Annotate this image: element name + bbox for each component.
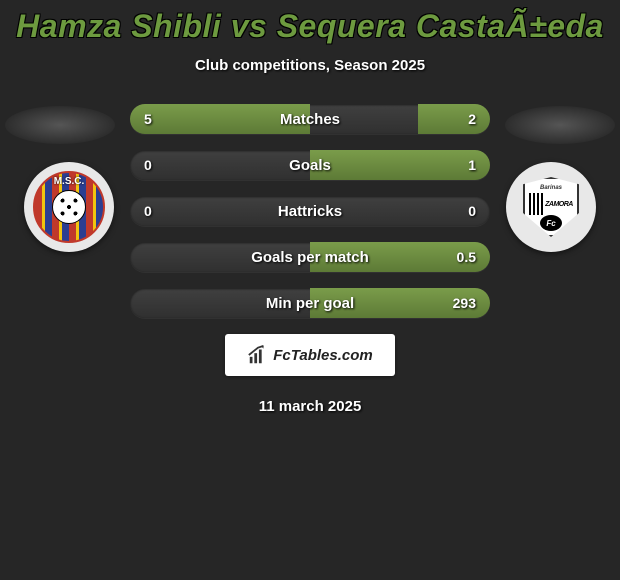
footer-date: 11 march 2025 — [0, 398, 620, 415]
stat-label: Matches — [280, 111, 340, 128]
stat-label: Hattricks — [278, 203, 342, 220]
branding-box: FcTables.com — [225, 334, 395, 376]
shield-icon: Barinas ZAMORA Fc — [523, 177, 579, 237]
subtitle: Club competitions, Season 2025 — [0, 57, 620, 74]
stat-value-right: 1 — [468, 157, 476, 173]
msc-badge: M.S.C. — [33, 171, 105, 243]
stat-value-right: 0.5 — [457, 249, 476, 265]
zamora-badge: Barinas ZAMORA Fc — [511, 167, 591, 247]
stat-fill-right — [418, 104, 490, 134]
player-shadow-left — [5, 106, 115, 144]
stat-value-left: 0 — [144, 203, 152, 219]
zamora-mid-text: ZAMORA — [545, 201, 573, 208]
stat-value-right: 0 — [468, 203, 476, 219]
stat-value-right: 293 — [453, 295, 476, 311]
branding-text: FcTables.com — [273, 347, 372, 364]
stat-row: Goals per match 0.5 — [130, 242, 490, 272]
stat-row: Min per goal 293 — [130, 288, 490, 318]
team-logo-left: M.S.C. — [24, 162, 114, 252]
stripes-icon — [529, 193, 543, 215]
stat-row: 5 Matches 2 — [130, 104, 490, 134]
stat-value-left: 0 — [144, 157, 152, 173]
msc-badge-text: M.S.C. — [35, 176, 103, 187]
comparison-panel: M.S.C. Barinas ZAMORA Fc 5 Matches 2 0 Goals… — [0, 104, 620, 415]
stat-fill-right — [310, 150, 490, 180]
zamora-fc-text: Fc — [540, 215, 562, 231]
stat-value-right: 2 — [468, 111, 476, 127]
stats-list: 5 Matches 2 0 Goals 1 0 Hattricks 0 Goals per mat… — [130, 104, 490, 318]
chart-icon — [247, 344, 269, 366]
stat-value-left: 5 — [144, 111, 152, 127]
stat-row: 0 Hattricks 0 — [130, 196, 490, 226]
page-title: Hamza Shibli vs Sequera CastaÃ±eda — [0, 0, 620, 45]
team-logo-right: Barinas ZAMORA Fc — [506, 162, 596, 252]
stat-label: Min per goal — [266, 295, 354, 312]
soccer-ball-icon — [52, 190, 86, 224]
stat-label: Goals — [289, 157, 331, 174]
stat-label: Goals per match — [251, 249, 369, 266]
player-shadow-right — [505, 106, 615, 144]
stat-row: 0 Goals 1 — [130, 150, 490, 180]
